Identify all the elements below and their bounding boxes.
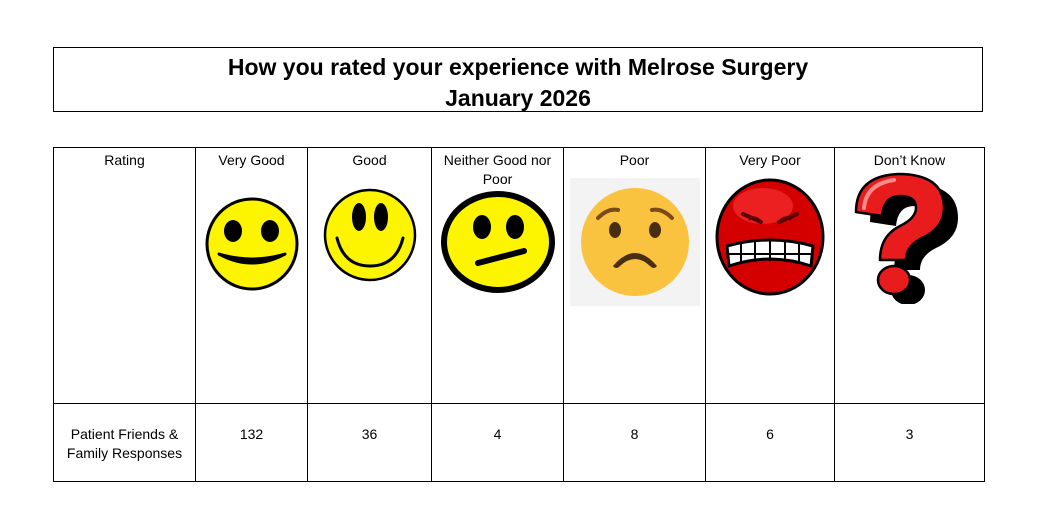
rating-label-very-good: Very Good bbox=[218, 152, 285, 168]
count-poor: 8 bbox=[630, 426, 639, 442]
count-good: 36 bbox=[361, 426, 378, 442]
rating-cell-good: Good bbox=[307, 147, 432, 404]
angry-face-icon bbox=[715, 178, 825, 296]
responses-row: Patient Friends & Family Responses 132 3… bbox=[53, 403, 985, 482]
count-cell-dont-know: 3 bbox=[834, 403, 985, 482]
rating-label-neutral: Neither Good nor Poor bbox=[443, 152, 552, 187]
count-cell-very-good: 132 bbox=[195, 403, 308, 482]
question-mark-icon bbox=[854, 172, 958, 304]
count-neutral: 4 bbox=[493, 426, 502, 442]
worried-face-icon bbox=[569, 178, 700, 306]
count-cell-good: 36 bbox=[307, 403, 432, 482]
rating-cell-neutral: Neither Good nor Poor bbox=[431, 147, 564, 404]
neutral-face-icon bbox=[440, 191, 555, 293]
responses-label-cell: Patient Friends & Family Responses bbox=[53, 403, 196, 482]
count-dont-know: 3 bbox=[905, 426, 914, 442]
responses-row-label: Patient Friends & Family Responses bbox=[66, 425, 183, 461]
count-cell-very-poor: 6 bbox=[705, 403, 835, 482]
rating-label-poor: Poor bbox=[619, 152, 650, 168]
title-line-1: How you rated your experience with Melro… bbox=[227, 54, 809, 80]
count-very-poor: 6 bbox=[766, 426, 774, 442]
rating-cell-very-poor: Very Poor bbox=[705, 147, 835, 404]
count-cell-neutral: 4 bbox=[431, 403, 564, 482]
rating-label-good: Good bbox=[352, 152, 387, 168]
rating-label-very-poor: Very Poor bbox=[739, 152, 801, 168]
rating-header-label: Rating bbox=[104, 152, 145, 168]
rating-header-cell: Rating bbox=[53, 147, 196, 404]
rating-cell-very-good: Very Good bbox=[195, 147, 308, 404]
rating-label-dont-know: Don’t Know bbox=[873, 152, 946, 168]
ratings-table: Rating Very Good Good Neither Good nor P… bbox=[53, 147, 985, 482]
title-line-2: January 2026 bbox=[445, 85, 591, 111]
count-cell-poor: 8 bbox=[563, 403, 706, 482]
rating-cell-poor: Poor bbox=[563, 147, 706, 404]
report-title: How you rated your experience with Melro… bbox=[53, 47, 983, 112]
smiley-icon bbox=[323, 188, 416, 282]
rating-cell-dont-know: Don’t Know bbox=[834, 147, 985, 404]
laughing-smiley-icon bbox=[205, 197, 298, 291]
count-very-good: 132 bbox=[239, 426, 264, 442]
rating-row: Rating Very Good Good Neither Good nor P… bbox=[53, 147, 985, 404]
